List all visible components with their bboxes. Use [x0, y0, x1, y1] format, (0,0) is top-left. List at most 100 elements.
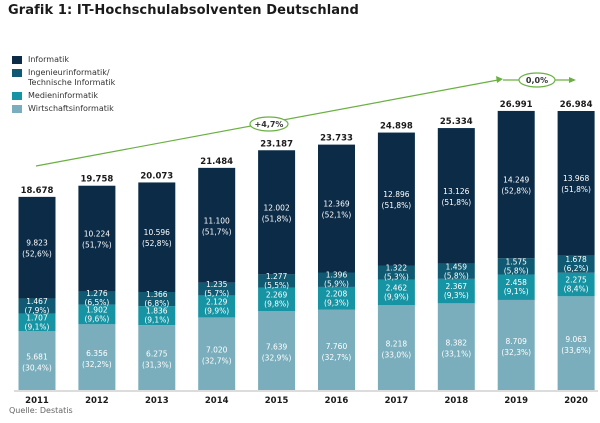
x-tick-label-2019: 2019	[504, 396, 528, 406]
x-tick-label-2013: 2013	[145, 396, 169, 406]
bar-segment-ingenieurinformatik-technische-informatik-2017	[377, 265, 415, 280]
share-label-medieninformatik-2016: (9,3%)	[324, 298, 349, 307]
bar-segment-wirtschaftsinformatik-2020	[557, 296, 595, 390]
x-tick-label-2014: 2014	[205, 396, 229, 406]
legend-label-ingenieurinformatik: Ingenieurinformatik/Technische Informati…	[28, 68, 115, 88]
x-tick-label-2011: 2011	[25, 396, 49, 406]
trend-arrowhead-2020	[569, 77, 576, 83]
share-label-informatik-2017: (51,8%)	[382, 201, 412, 210]
data-label-informatik-2013: 10.596	[144, 228, 170, 237]
share-label-ingenieurinformatik-technische-informatik-2017: (5,3%)	[384, 273, 409, 282]
data-label-informatik-2020: 13.968	[563, 174, 589, 183]
data-label-informatik-2014: 11.100	[204, 216, 230, 225]
total-label-2016: 23.733	[320, 134, 353, 144]
legend-item-ingenieurinformatik: Ingenieurinformatik/Technische Informati…	[12, 68, 115, 88]
total-label-2017: 24.898	[380, 122, 413, 132]
share-label-informatik-2019: (52,8%)	[501, 187, 531, 196]
share-label-ingenieurinformatik-technische-informatik-2011: (7,9%)	[25, 306, 50, 315]
data-label-medieninformatik-2016: 2.208	[326, 289, 348, 298]
share-label-wirtschaftsinformatik-2012: (32,2%)	[82, 360, 112, 369]
data-label-wirtschaftsinformatik-2017: 8.218	[386, 340, 408, 349]
bar-segment-ingenieurinformatik-technische-informatik-2016	[318, 272, 355, 287]
bar-segment-wirtschaftsinformatik-2014	[198, 317, 236, 390]
bar-segment-ingenieurinformatik-technische-informatik-2018	[437, 263, 475, 279]
share-label-medieninformatik-2011: (9,1%)	[25, 322, 50, 331]
x-tick-label-2018: 2018	[444, 396, 468, 406]
bar-segment-ingenieurinformatik-technische-informatik-2012	[78, 291, 116, 305]
annotation-ellipse-flat	[518, 72, 556, 88]
legend-swatch-wirtschaftsinformatik	[12, 105, 22, 113]
legend-label-medieninformatik: Medieninformatik	[28, 91, 98, 100]
share-label-ingenieurinformatik-technische-informatik-2013: (6,8%)	[144, 299, 169, 308]
share-label-medieninformatik-2018: (9,3%)	[444, 291, 469, 300]
share-label-ingenieurinformatik-technische-informatik-2015: (5,5%)	[264, 281, 289, 290]
bar-segment-informatik-2011	[18, 196, 56, 299]
data-label-informatik-2016: 12.369	[323, 200, 349, 209]
share-label-medieninformatik-2015: (9,8%)	[264, 299, 289, 308]
bar-segment-informatik-2018	[437, 128, 475, 264]
share-label-medieninformatik-2020: (8,4%)	[564, 285, 589, 294]
data-label-ingenieurinformatik-technische-informatik-2018: 1.459	[446, 262, 468, 271]
data-label-informatik-2017: 12.896	[383, 190, 409, 199]
data-label-medieninformatik-2015: 2.269	[266, 290, 288, 299]
bar-segment-medieninformatik-2018	[437, 278, 475, 304]
data-label-ingenieurinformatik-technische-informatik-2014: 1.235	[206, 280, 228, 289]
share-label-informatik-2020: (51,8%)	[561, 185, 591, 194]
data-label-wirtschaftsinformatik-2014: 7.020	[206, 346, 228, 355]
total-label-2019: 26.991	[500, 100, 533, 110]
share-label-wirtschaftsinformatik-2015: (32,9%)	[262, 354, 292, 363]
data-label-medieninformatik-2018: 2.367	[446, 282, 468, 291]
bar-segment-medieninformatik-2011	[18, 313, 56, 332]
total-label-2011: 18.678	[21, 186, 54, 196]
bar-segment-medieninformatik-2019	[497, 274, 535, 300]
total-label-2013: 20.073	[140, 171, 173, 181]
data-label-ingenieurinformatik-technische-informatik-2012: 1.276	[86, 289, 108, 298]
bar-segment-ingenieurinformatik-technische-informatik-2011	[18, 298, 56, 314]
legend-item-informatik: Informatik	[12, 55, 115, 65]
bar-segment-medieninformatik-2017	[377, 279, 415, 306]
annotation-label-growth: +4,7%	[255, 120, 284, 129]
data-label-ingenieurinformatik-technische-informatik-2017: 1.322	[386, 264, 408, 273]
total-label-2015: 23.187	[260, 139, 293, 149]
bar-segment-wirtschaftsinformatik-2016	[318, 309, 355, 390]
data-label-ingenieurinformatik-technische-informatik-2015: 1.277	[266, 272, 288, 281]
data-label-ingenieurinformatik-technische-informatik-2016: 1.396	[326, 271, 348, 280]
bar-segment-medieninformatik-2015	[258, 287, 296, 312]
total-label-2012: 19.758	[80, 175, 113, 185]
legend-label-wirtschaftsinformatik: Wirtschaftsinformatik	[28, 104, 114, 113]
share-label-wirtschaftsinformatik-2016: (32,7%)	[322, 353, 352, 362]
bar-segment-wirtschaftsinformatik-2018	[437, 303, 475, 390]
legend-label-line-1: Ingenieurinformatik/	[28, 68, 110, 77]
bar-segment-informatik-2015	[258, 150, 296, 275]
share-label-medieninformatik-2012: (9,6%)	[84, 314, 109, 323]
share-label-wirtschaftsinformatik-2017: (33,0%)	[382, 351, 412, 360]
share-label-informatik-2014: (51,7%)	[202, 227, 232, 236]
share-label-ingenieurinformatik-technische-informatik-2018: (5,8%)	[444, 271, 469, 280]
bar-segment-wirtschaftsinformatik-2013	[138, 325, 176, 390]
bar-segment-informatik-2017	[377, 132, 415, 266]
share-label-medieninformatik-2013: (9,1%)	[144, 316, 169, 325]
share-label-wirtschaftsinformatik-2020: (33,6%)	[561, 346, 591, 355]
x-tick-label-2012: 2012	[85, 396, 109, 406]
x-tick-label-2020: 2020	[564, 396, 588, 406]
annotation-ellipse-growth	[249, 116, 289, 132]
share-label-ingenieurinformatik-technische-informatik-2014: (5,7%)	[204, 289, 229, 298]
legend: Informatik Ingenieurinformatik/Technisch…	[12, 55, 115, 117]
data-label-medieninformatik-2014: 2.129	[206, 297, 228, 306]
bar-segment-wirtschaftsinformatik-2019	[497, 299, 535, 390]
data-label-wirtschaftsinformatik-2012: 6.356	[86, 349, 108, 358]
bar-segment-medieninformatik-2013	[138, 306, 176, 326]
data-label-wirtschaftsinformatik-2018: 8.382	[446, 339, 468, 348]
data-label-medieninformatik-2019: 2.458	[505, 278, 527, 287]
legend-label-informatik: Informatik	[28, 55, 69, 64]
data-label-medieninformatik-2013: 1.836	[146, 307, 168, 316]
data-label-wirtschaftsinformatik-2013: 6.275	[146, 350, 168, 359]
legend-swatch-informatik	[12, 56, 22, 64]
x-tick-label-2017: 2017	[385, 396, 409, 406]
legend-label-line-2: Technische Informatik	[28, 78, 116, 87]
annotation-label-flat: 0,0%	[526, 76, 548, 85]
share-label-medieninformatik-2019: (9,1%)	[504, 287, 529, 296]
total-label-2020: 26.984	[560, 100, 593, 110]
bar-segment-ingenieurinformatik-technische-informatik-2014	[198, 282, 236, 296]
